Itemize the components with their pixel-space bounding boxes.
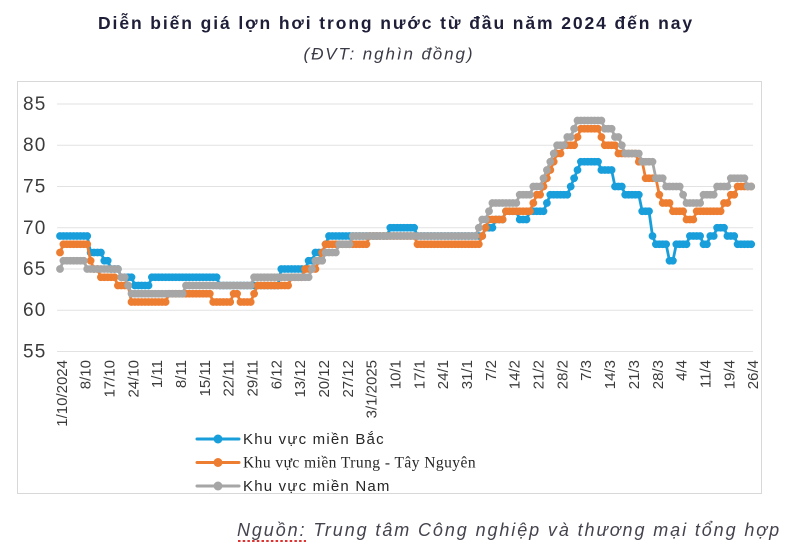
svg-text:28/2: 28/2 <box>554 360 571 389</box>
svg-text:29/11: 29/11 <box>245 360 262 396</box>
svg-text:3/1/2025: 3/1/2025 <box>364 360 381 418</box>
svg-text:22/11: 22/11 <box>221 360 238 396</box>
svg-text:24/10: 24/10 <box>125 360 142 398</box>
svg-text:11/4: 11/4 <box>697 360 714 388</box>
svg-text:60: 60 <box>23 300 47 321</box>
svg-text:21/2: 21/2 <box>531 360 548 389</box>
svg-text:80: 80 <box>23 135 47 156</box>
svg-text:21/3: 21/3 <box>626 360 643 389</box>
svg-text:27/12: 27/12 <box>340 360 357 398</box>
svg-text:20/12: 20/12 <box>316 360 333 398</box>
svg-text:17/10: 17/10 <box>102 360 119 398</box>
svg-text:Khu vực miền Nam: Khu vực miền Nam <box>243 478 391 495</box>
svg-text:4/4: 4/4 <box>674 360 691 381</box>
svg-text:70: 70 <box>23 218 47 239</box>
svg-text:Khu vực miền Bắc: Khu vực miền Bắc <box>243 431 385 448</box>
svg-text:10/1: 10/1 <box>388 360 405 389</box>
svg-text:8/10: 8/10 <box>78 360 95 389</box>
svg-text:7/3: 7/3 <box>578 360 595 381</box>
svg-text:Diễn biến giá lợn hơi trong nư: Diễn biến giá lợn hơi trong nước từ đầu … <box>98 12 694 33</box>
svg-text:15/11: 15/11 <box>197 360 214 396</box>
svg-text:14/2: 14/2 <box>507 360 524 389</box>
svg-text:19/4: 19/4 <box>721 360 738 389</box>
svg-text:(ĐVT: nghìn đồng): (ĐVT: nghìn đồng) <box>304 45 475 64</box>
svg-text:31/1: 31/1 <box>459 360 476 389</box>
svg-text:26/4: 26/4 <box>745 360 762 389</box>
svg-text:24/1: 24/1 <box>435 360 452 389</box>
svg-text:28/3: 28/3 <box>650 360 667 389</box>
svg-text:Nguồn: Trung tâm Công nghiệp v: Nguồn: Trung tâm Công nghiệp và thương m… <box>237 520 781 540</box>
svg-text:7/2: 7/2 <box>483 360 500 381</box>
svg-text:13/12: 13/12 <box>292 360 309 398</box>
svg-text:55: 55 <box>23 342 47 363</box>
svg-text:65: 65 <box>23 259 47 280</box>
svg-text:8/11: 8/11 <box>173 360 190 388</box>
svg-text:17/1: 17/1 <box>411 360 428 389</box>
svg-text:Khu vực miền Trung - Tây Nguyê: Khu vực miền Trung - Tây Nguyên <box>243 455 476 472</box>
svg-text:85: 85 <box>23 94 47 115</box>
svg-text:75: 75 <box>23 177 47 198</box>
svg-text:14/3: 14/3 <box>602 360 619 389</box>
svg-text:1/10/2024: 1/10/2024 <box>54 360 71 427</box>
svg-text:6/12: 6/12 <box>268 360 285 389</box>
svg-text:1/11: 1/11 <box>149 360 166 388</box>
